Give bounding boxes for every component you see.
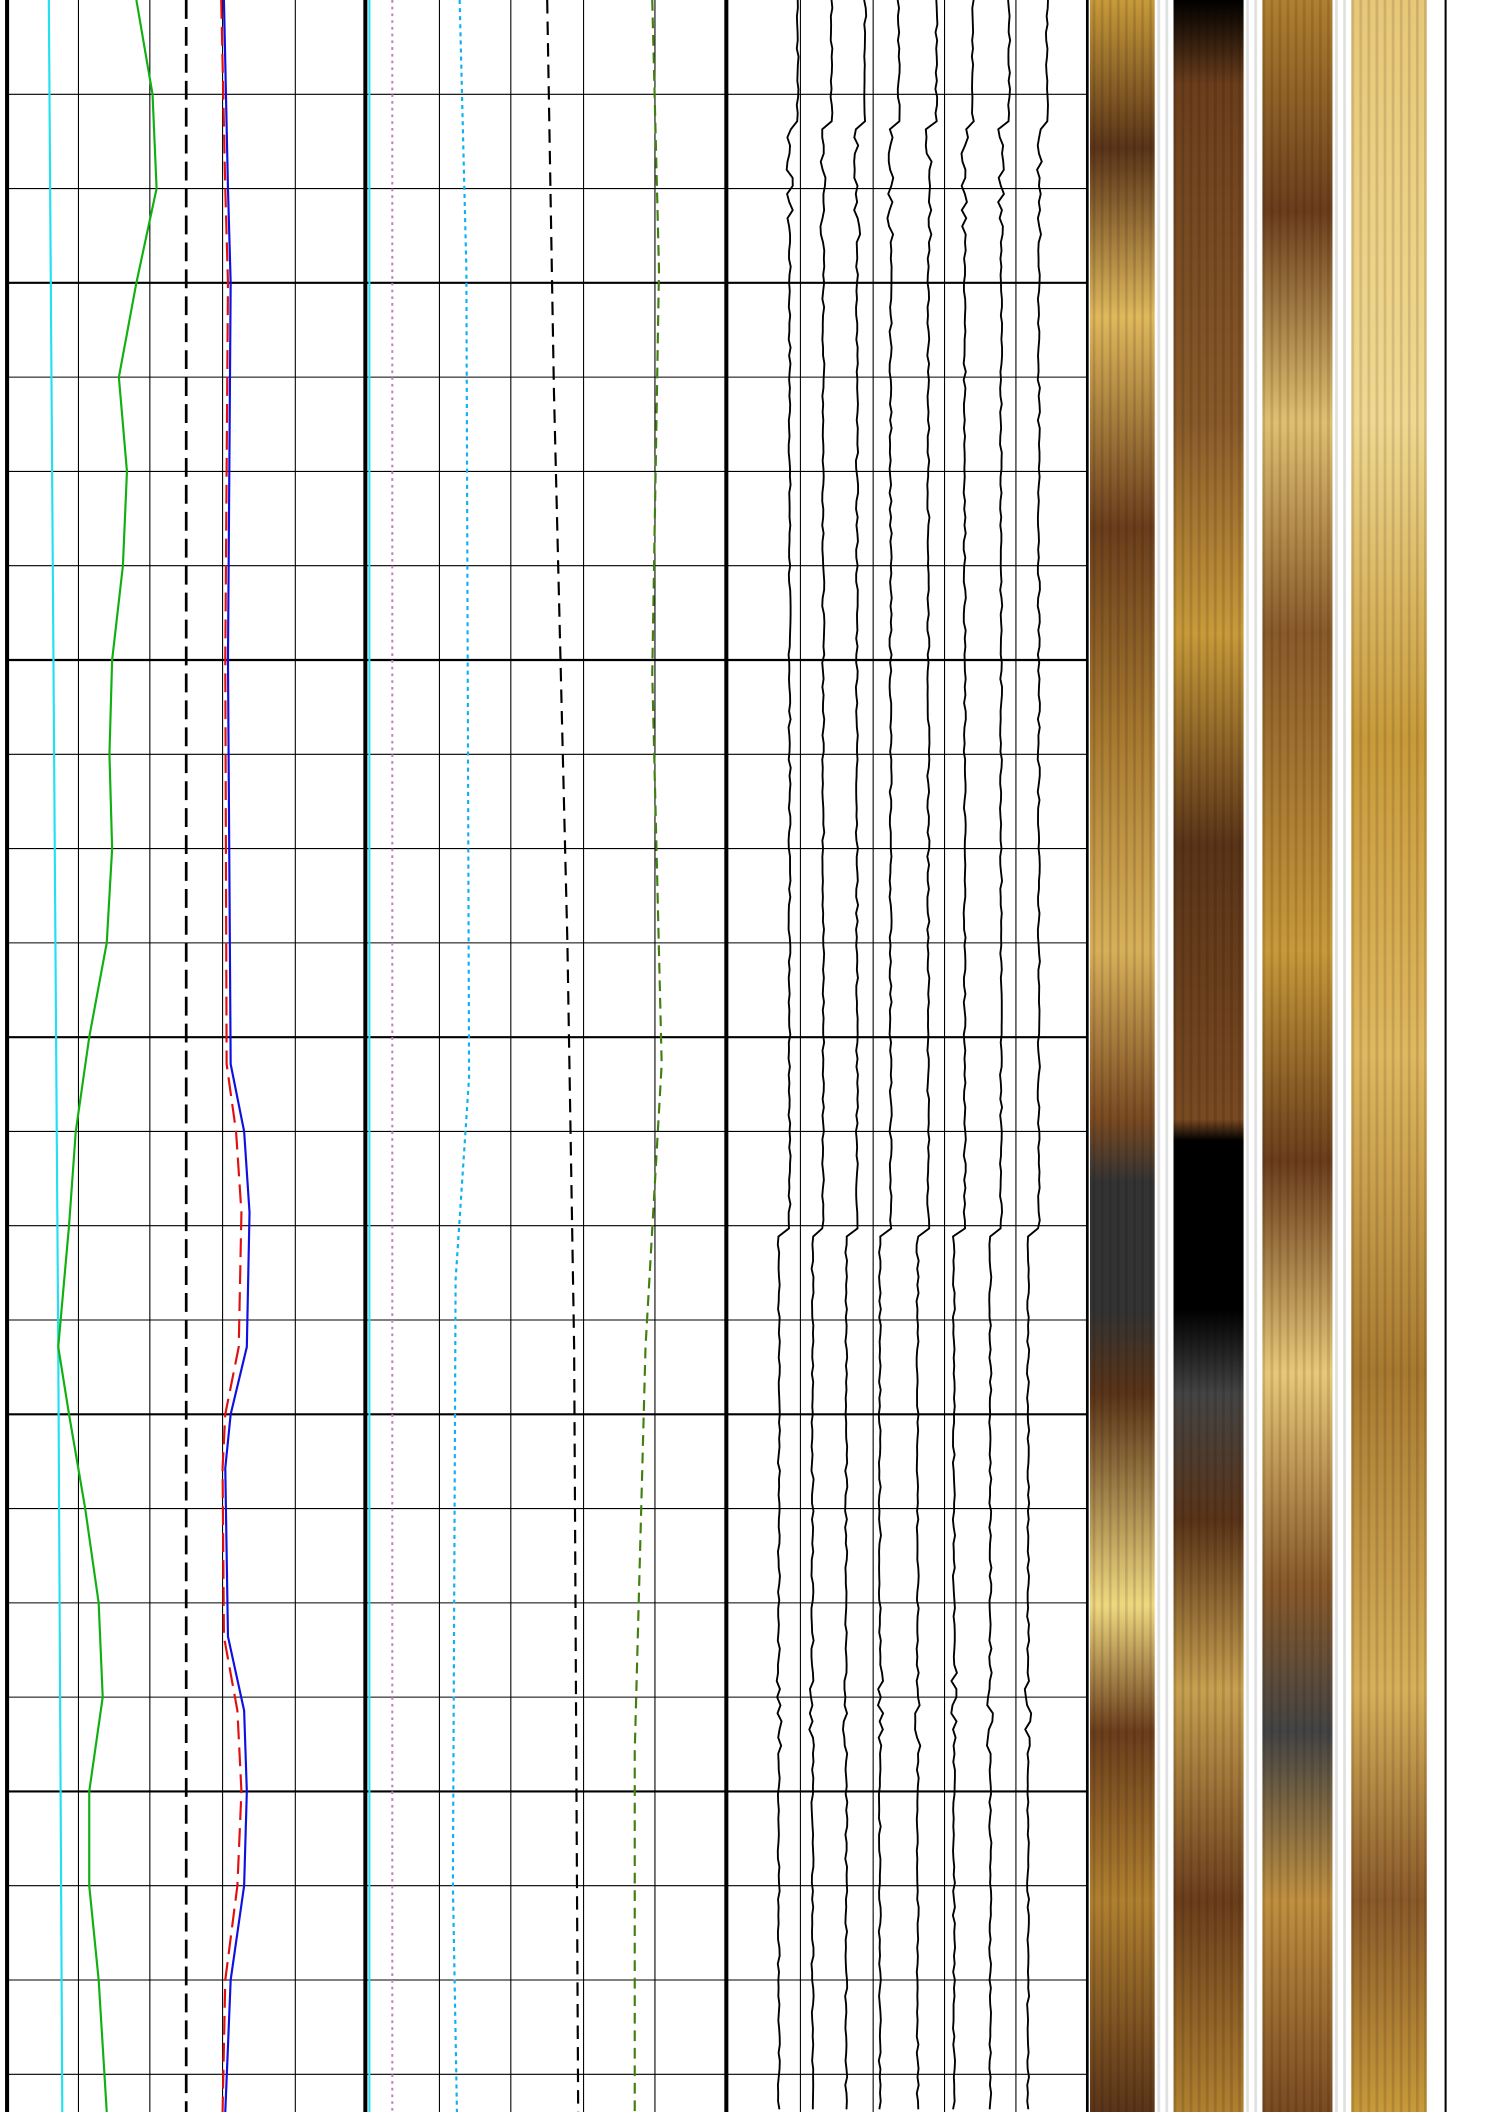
log-curve [1025,0,1048,2109]
log-curve [915,0,937,2109]
track-2-curves [369,0,661,2112]
log-curve [878,0,900,2109]
log-curve [843,0,866,2109]
image-track [1090,0,1427,2112]
page: (() => { const ns = 'http://www.w3.org/2… [0,0,1485,2112]
log-curve [987,0,1010,2109]
well-log [0,0,1485,2112]
log-curve [809,0,832,2109]
log-curve [777,0,799,2109]
log-curve [951,0,973,2109]
track-3-curves [777,0,1048,2109]
